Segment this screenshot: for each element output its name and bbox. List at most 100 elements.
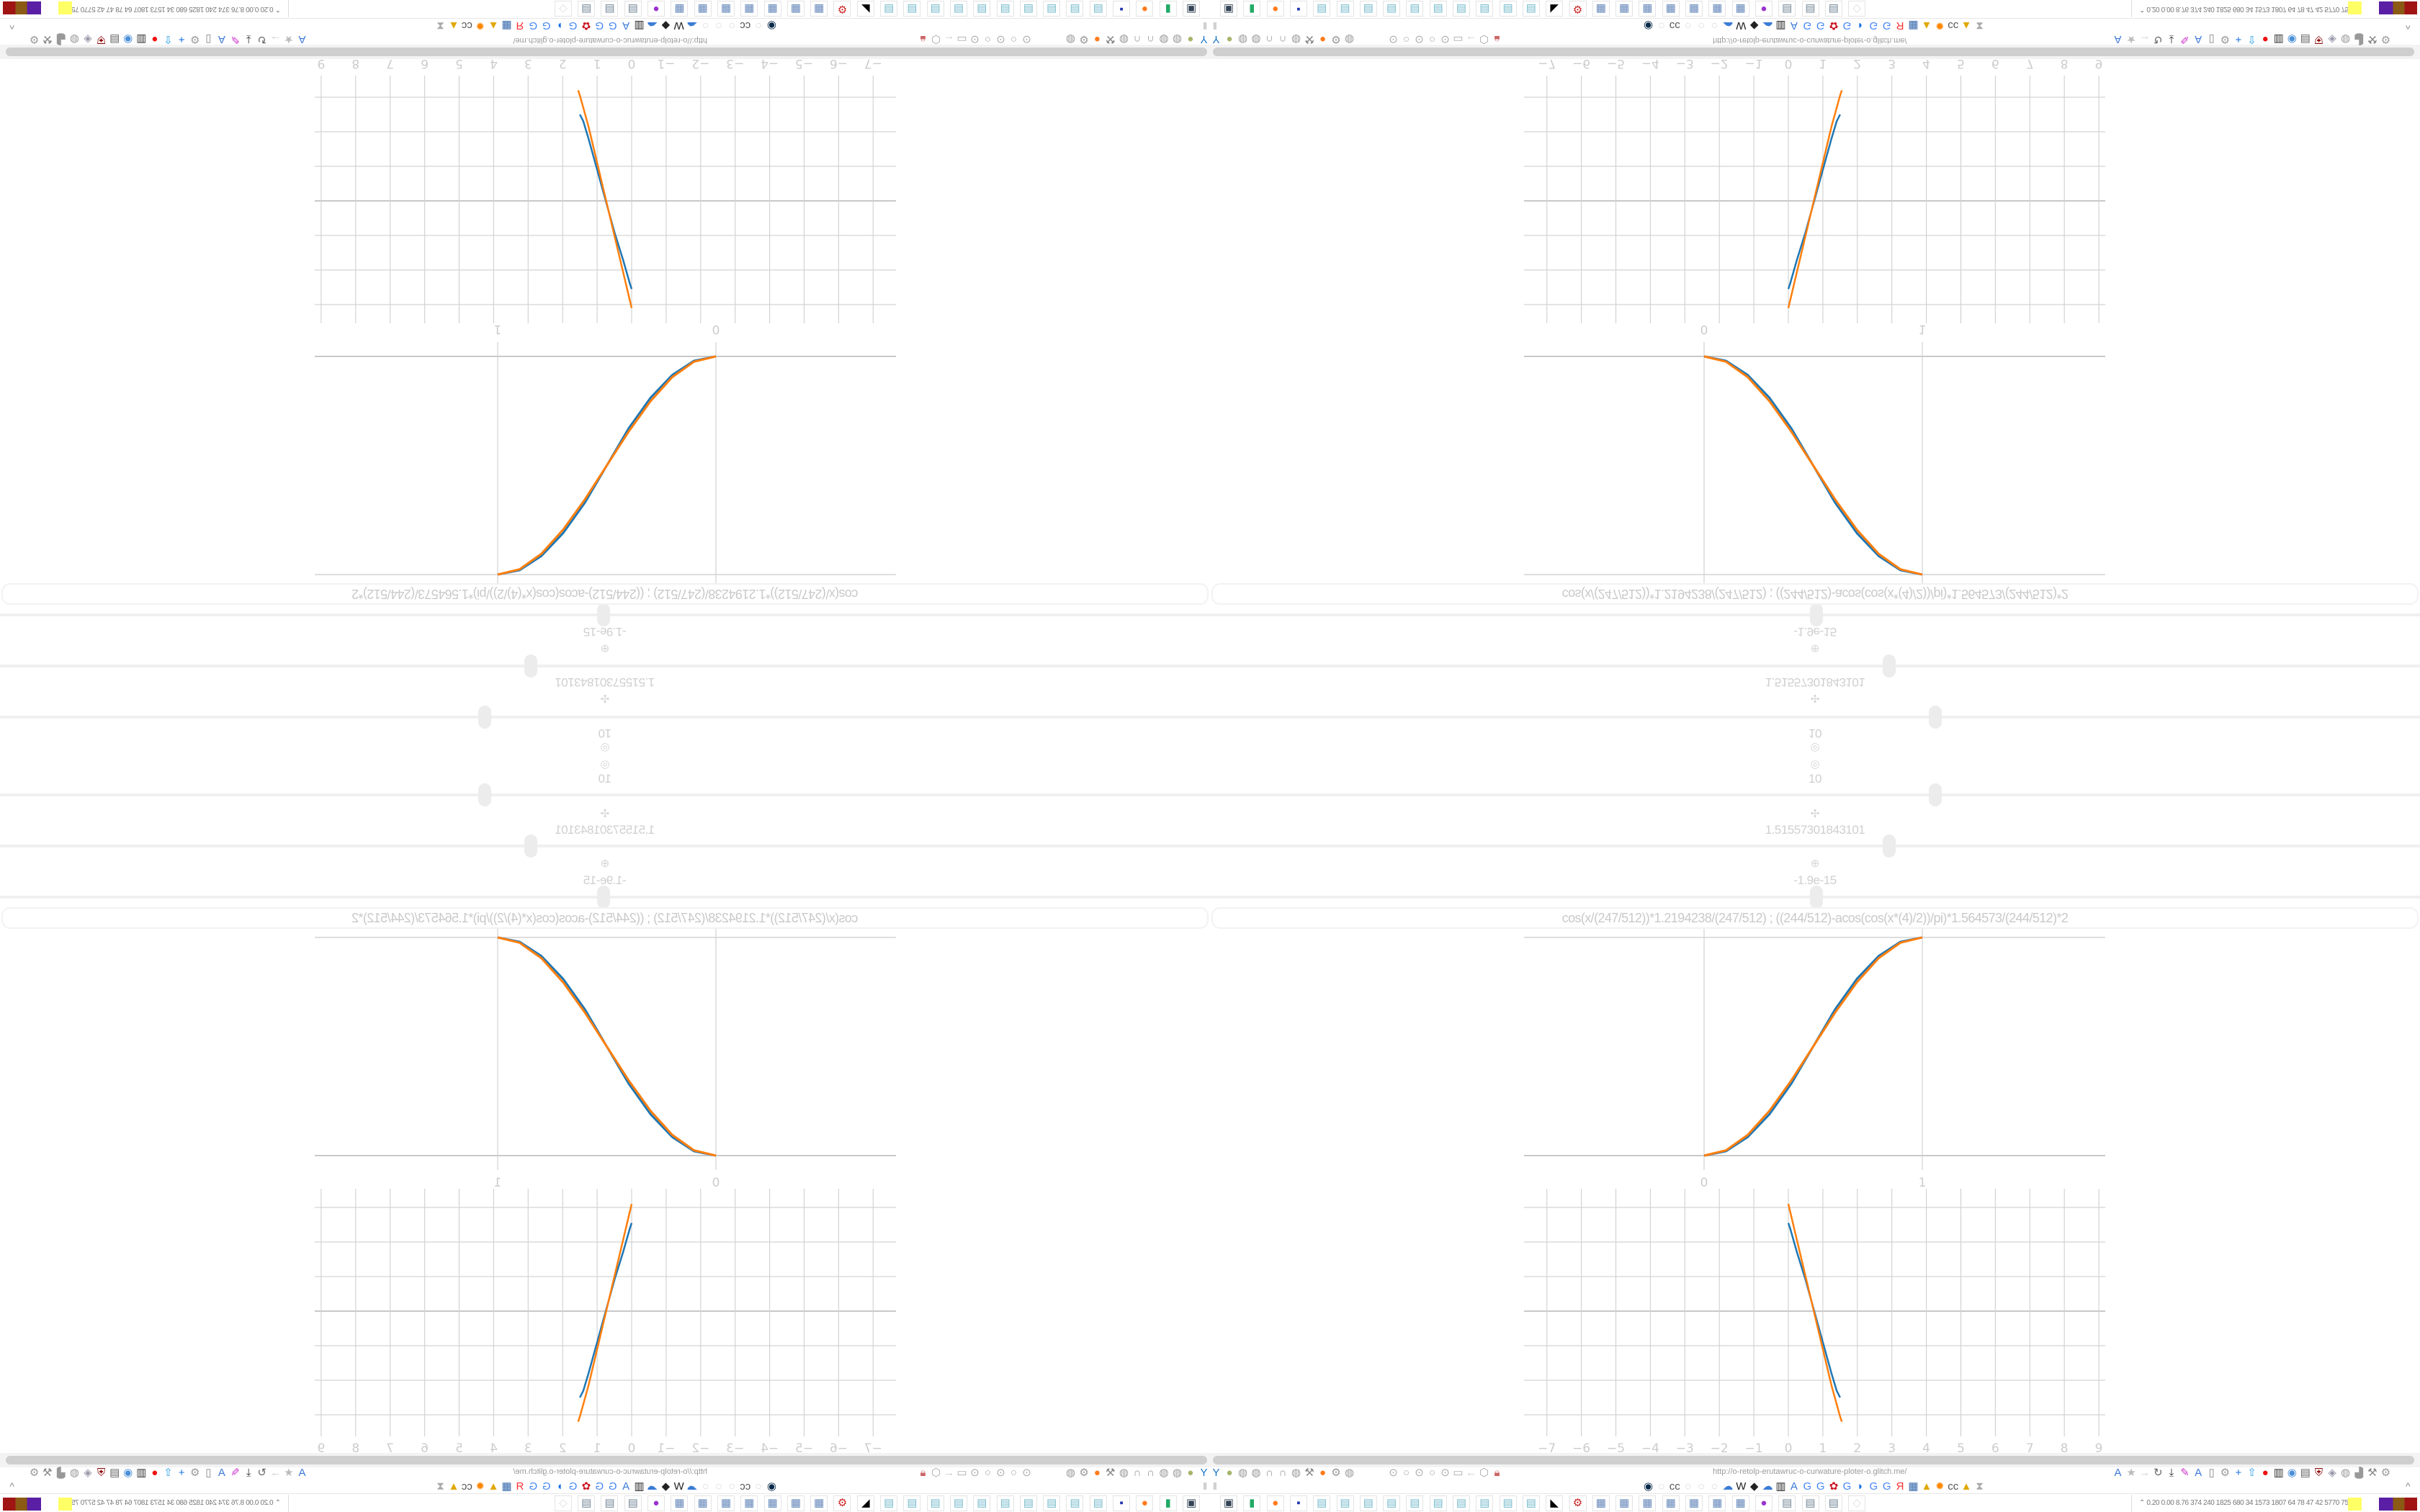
ublock-icon[interactable]: ⛨ bbox=[2314, 1467, 2323, 1479]
notepad-icon[interactable]: ▤ bbox=[973, 1495, 991, 1511]
lock-icon[interactable]: 🔒︎ bbox=[920, 1467, 926, 1479]
notepad-icon[interactable]: ▤ bbox=[950, 1495, 967, 1511]
download-icon[interactable]: ⤓ bbox=[246, 1467, 251, 1479]
image-icon[interactable]: ▲ bbox=[1960, 19, 1972, 32]
calculator-icon[interactable]: ▦ bbox=[763, 1, 781, 17]
trash-icon[interactable]: ▥ bbox=[2273, 1467, 2284, 1479]
scroll-icon[interactable]: ▤ bbox=[578, 1, 596, 17]
shield-icon[interactable]: ⬡ bbox=[1479, 33, 1489, 45]
dot-icon[interactable]: ⊙ bbox=[1440, 33, 1450, 45]
pen-icon[interactable]: ✎ bbox=[2180, 1467, 2190, 1479]
google-icon[interactable]: G bbox=[542, 19, 551, 32]
mute-icon[interactable]: ◌ bbox=[728, 1480, 735, 1493]
notepad-icon[interactable]: ▤ bbox=[1383, 1, 1401, 17]
slider-1[interactable] bbox=[1210, 783, 2420, 806]
notepad-icon[interactable]: ▤ bbox=[1336, 1, 1354, 17]
globe-icon[interactable]: ◍ bbox=[1119, 33, 1129, 45]
cc-icon[interactable]: cc bbox=[1948, 19, 1959, 32]
gear-icon[interactable]: ⚙ bbox=[2380, 1467, 2391, 1479]
globe-icon[interactable]: ◍ bbox=[2341, 1467, 2351, 1479]
cc-icon[interactable]: cc bbox=[1669, 19, 1680, 32]
grid-icon[interactable]: ▦ bbox=[1908, 1480, 1919, 1493]
circle-icon[interactable]: ○ bbox=[984, 1467, 992, 1479]
globe-icon[interactable]: ◍ bbox=[1344, 1467, 1355, 1479]
chevron-up-icon[interactable]: ^ bbox=[2406, 1480, 2411, 1492]
privacy-icon[interactable]: ◈ bbox=[2328, 1467, 2336, 1479]
google-icon[interactable]: G bbox=[1816, 19, 1825, 32]
speaker-icon[interactable]: ◉ bbox=[1643, 19, 1654, 32]
translate-icon[interactable]: A bbox=[298, 33, 306, 45]
gear-icon[interactable]: ⚙ bbox=[1079, 1467, 1089, 1479]
calculator-icon[interactable]: ▦ bbox=[1685, 1, 1703, 17]
globe-icon[interactable]: ◍ bbox=[1065, 1467, 1076, 1479]
network-icon[interactable]: ◉ bbox=[123, 33, 133, 45]
plus-icon[interactable]: + bbox=[178, 33, 185, 45]
wrench-icon[interactable]: ⚒ bbox=[1106, 1467, 1116, 1479]
mute-icon[interactable]: ◌ bbox=[702, 1480, 709, 1493]
notepad-icon[interactable]: ▤ bbox=[1406, 1, 1424, 17]
calculator-icon[interactable]: ▦ bbox=[1592, 1, 1610, 17]
chevron-up-icon[interactable]: ^ bbox=[2406, 20, 2411, 32]
cc-icon[interactable]: cc bbox=[1669, 1480, 1680, 1493]
inkscape-icon[interactable]: ◣ bbox=[856, 1, 874, 17]
pen-icon[interactable]: ✎ bbox=[2180, 33, 2190, 45]
google-icon[interactable]: G bbox=[1803, 1480, 1812, 1493]
monitor-icon[interactable]: ▣ bbox=[1183, 1, 1200, 17]
firefox-icon[interactable]: ● bbox=[1093, 33, 1101, 45]
notepad-icon[interactable]: ▤ bbox=[1066, 1, 1084, 17]
notepad-icon[interactable]: ▤ bbox=[996, 1, 1014, 17]
cloud-icon[interactable]: ☁ bbox=[1722, 1480, 1734, 1493]
flower-icon[interactable]: ✿ bbox=[1829, 1480, 1839, 1493]
notepad-icon[interactable]: ▤ bbox=[973, 1, 991, 17]
mute-icon[interactable]: ◌ bbox=[755, 19, 762, 32]
sun-icon[interactable]: ✹ bbox=[1935, 19, 1945, 32]
cc-icon[interactable]: cc bbox=[1948, 1480, 1959, 1493]
reload-icon[interactable]: ↻ bbox=[257, 33, 266, 45]
grid-icon[interactable]: ▦ bbox=[501, 19, 512, 32]
slider-knob-3[interactable] bbox=[1810, 886, 1823, 909]
star-icon[interactable]: ★ bbox=[2126, 1467, 2136, 1479]
back-icon[interactable]: ← bbox=[1466, 1467, 1476, 1479]
lock-icon[interactable]: 🔒︎ bbox=[1494, 1467, 1500, 1479]
dot-icon[interactable]: ⊙ bbox=[1389, 33, 1398, 45]
image-icon[interactable]: ▲ bbox=[448, 1480, 460, 1493]
ublock-icon[interactable]: ⛨ bbox=[97, 1467, 106, 1479]
firefox-icon[interactable]: ● bbox=[1319, 33, 1327, 45]
calculator-icon[interactable]: ▦ bbox=[810, 1495, 828, 1511]
privacy-icon[interactable]: ◈ bbox=[2328, 33, 2336, 45]
calculator-icon[interactable]: ▦ bbox=[1685, 1495, 1703, 1511]
translate-icon[interactable]: A bbox=[622, 19, 630, 32]
shield-icon[interactable]: ⬡ bbox=[1479, 1467, 1489, 1479]
reload-icon[interactable]: ↻ bbox=[2154, 1467, 2163, 1479]
wrench-icon[interactable]: ⚒ bbox=[2367, 1467, 2378, 1479]
filter-icon[interactable]: Y bbox=[1212, 1467, 1220, 1479]
record-icon[interactable]: ● bbox=[151, 33, 158, 45]
google-icon[interactable]: G bbox=[1816, 1480, 1825, 1493]
mute-icon[interactable]: ◌ bbox=[1658, 19, 1665, 32]
calculator-icon[interactable]: ▦ bbox=[717, 1495, 735, 1511]
gear-red-icon[interactable]: ⚙ bbox=[833, 1, 851, 17]
notepad-icon[interactable]: ▤ bbox=[1406, 1495, 1424, 1511]
google-icon[interactable]: G bbox=[1869, 19, 1878, 32]
ghost-icon[interactable]: ◇ bbox=[1848, 1, 1866, 17]
notepad-icon[interactable]: ▤ bbox=[903, 1, 921, 17]
addon-icon[interactable]: ● bbox=[1226, 33, 1233, 45]
circle-icon[interactable]: ○ bbox=[1010, 1467, 1018, 1479]
record-icon[interactable]: ● bbox=[2262, 1467, 2269, 1479]
calculator-icon[interactable]: ▦ bbox=[1662, 1, 1680, 17]
chart-icon[interactable]: ◆ bbox=[1749, 19, 1759, 32]
scroll-icon[interactable]: ▤ bbox=[1824, 1, 1842, 17]
scroll-icon[interactable]: ▤ bbox=[1778, 1, 1796, 17]
privacy-icon[interactable]: ◈ bbox=[84, 1467, 92, 1479]
circle-icon[interactable]: ○ bbox=[1010, 33, 1018, 45]
chart-icon[interactable]: ◆ bbox=[1749, 1480, 1759, 1493]
drag-handle-icon[interactable]: ‖ bbox=[1213, 1480, 1217, 1492]
globe-icon[interactable]: ◍ bbox=[1291, 1467, 1301, 1479]
network-icon[interactable]: ◉ bbox=[2287, 1467, 2297, 1479]
translate-icon[interactable]: A bbox=[2114, 33, 2122, 45]
mascot-icon[interactable]: ● bbox=[1754, 1, 1773, 17]
wrench-icon[interactable]: ⚒ bbox=[1304, 1467, 1314, 1479]
monitor-icon[interactable]: ▣ bbox=[1220, 1495, 1237, 1511]
wikipedia-icon[interactable]: W bbox=[673, 1480, 684, 1493]
google-icon[interactable]: G bbox=[1869, 1480, 1878, 1493]
